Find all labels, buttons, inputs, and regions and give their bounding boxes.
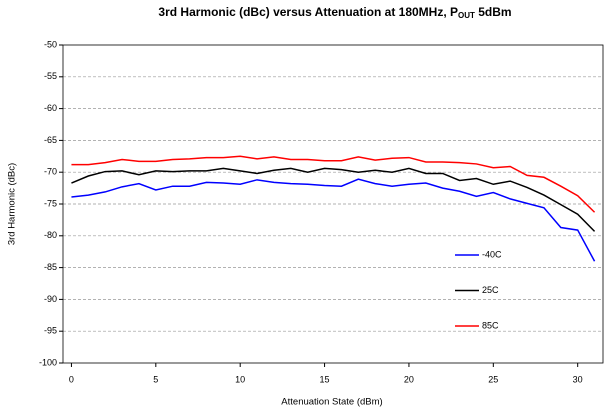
y-tick-label: -65	[44, 135, 57, 145]
x-tick-label: 0	[69, 374, 74, 384]
y-tick-label: -75	[44, 198, 57, 208]
legend-label: 85C	[482, 320, 499, 330]
x-tick-label: 20	[404, 374, 414, 384]
legend-label: -40C	[482, 249, 502, 259]
title-main: 3rd Harmonic (dBc) versus Attenuation at…	[158, 5, 458, 19]
plot-frame	[62, 44, 604, 364]
x-tick-label: 30	[573, 374, 583, 384]
chart-title: 3rd Harmonic (dBc) versus Attenuation at…	[158, 5, 511, 20]
y-tick-label: -90	[44, 294, 57, 304]
x-tick-label: 15	[320, 374, 330, 384]
legend-label: 25C	[482, 285, 499, 295]
series-line	[71, 178, 596, 262]
y-tick-label: -55	[44, 71, 57, 81]
y-tick-label: -80	[44, 230, 57, 240]
y-tick-label: -85	[44, 262, 57, 272]
series-line	[71, 155, 596, 213]
x-tick-label: 25	[488, 374, 498, 384]
y-axis-label: 3rd Harmonic (dBc)	[7, 163, 18, 245]
y-tick-label: -50	[44, 39, 57, 49]
y-tick-label: -60	[44, 103, 57, 113]
y-tick-label: -100	[39, 357, 57, 367]
series-line	[71, 167, 596, 232]
x-tick-label: 5	[153, 374, 158, 384]
title-suffix: 5dBm	[475, 5, 512, 19]
x-tick-label: 10	[235, 374, 245, 384]
y-tick-label: -70	[44, 167, 57, 177]
y-tick-label: -95	[44, 326, 57, 336]
title-subscript: OUT	[458, 11, 475, 20]
x-axis-label: Attenuation State (dBm)	[281, 397, 382, 408]
